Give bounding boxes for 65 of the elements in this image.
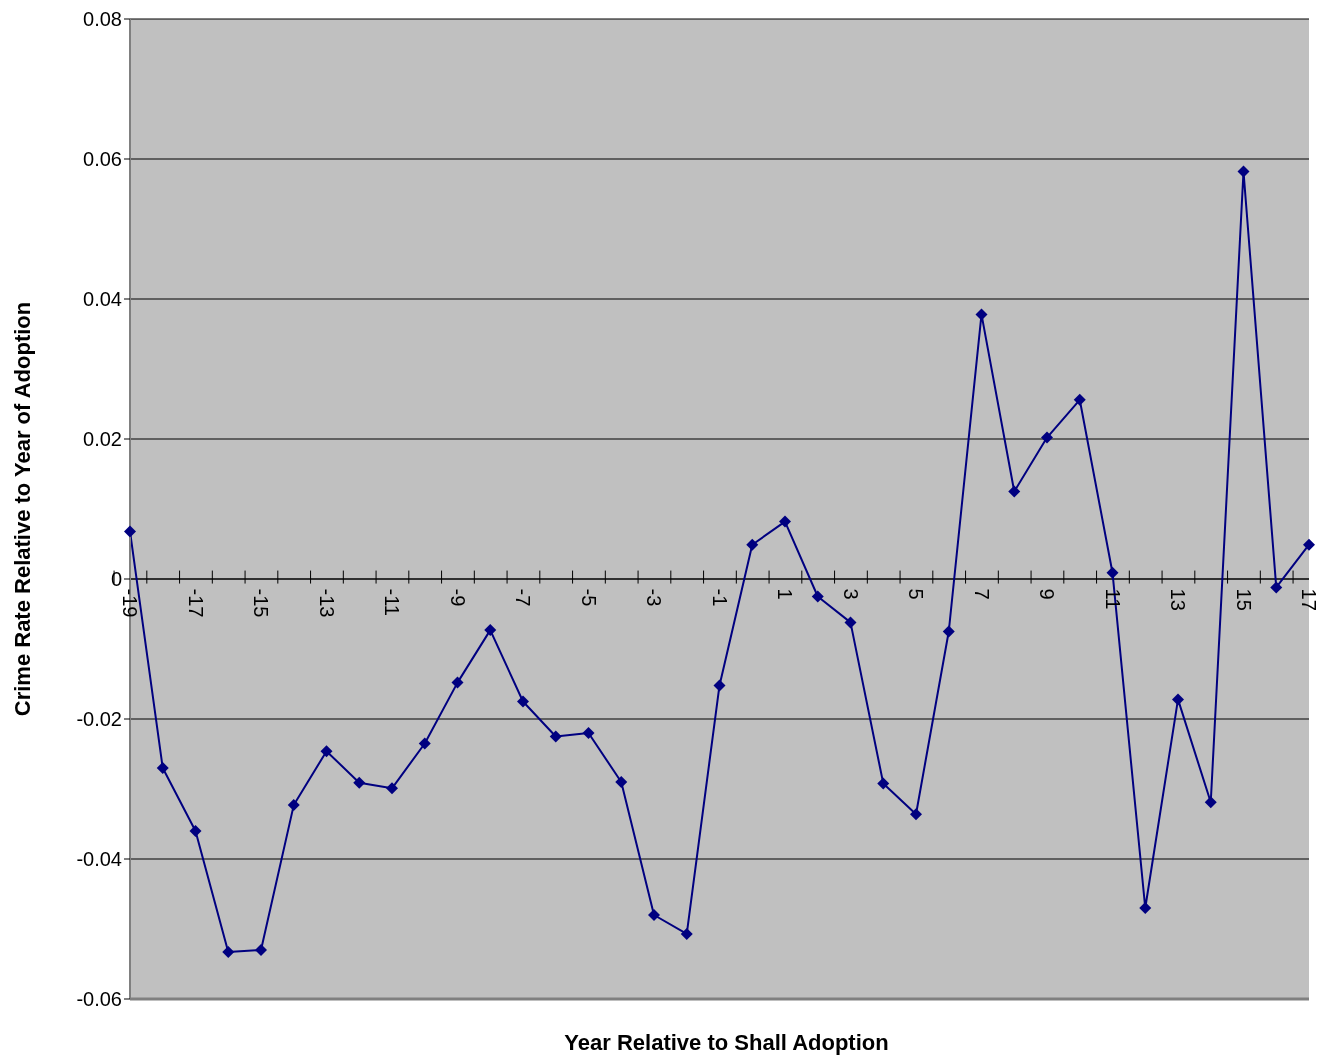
x-tick-label: 7 (970, 588, 993, 600)
x-tick-label: -1 (708, 588, 731, 607)
point (517, 695, 529, 708)
point (156, 762, 169, 774)
point (1172, 693, 1184, 706)
y-tick-label: 0.06 (83, 148, 122, 171)
point (189, 825, 202, 837)
x-tick-label: 9 (1036, 588, 1058, 600)
y-tick-label: 0.08 (83, 8, 122, 31)
point (418, 737, 431, 750)
point (1270, 581, 1283, 594)
x-tick-label: 11 (1101, 588, 1124, 610)
point (287, 799, 300, 812)
point (942, 625, 955, 638)
point (582, 727, 595, 739)
x-tick-label: -19 (119, 588, 141, 618)
point (1303, 538, 1315, 551)
point (386, 782, 398, 795)
point (255, 944, 267, 956)
point (1237, 165, 1250, 178)
point (1041, 431, 1053, 444)
x-tick-label: -13 (315, 588, 338, 618)
x-tick-label: 5 (905, 588, 927, 600)
point (320, 745, 333, 758)
point (746, 538, 759, 551)
point (1139, 902, 1152, 914)
point (648, 909, 660, 921)
y-tick-label: -0.02 (76, 708, 122, 731)
x-tick-label: 13 (1167, 588, 1189, 611)
point (910, 808, 922, 821)
point (1204, 796, 1217, 809)
x-tick-label: -15 (250, 588, 272, 618)
x-tick-label: -11 (381, 588, 403, 616)
point (713, 679, 726, 692)
y-tick-label: -0.06 (76, 988, 122, 1011)
point (680, 927, 693, 940)
y-tick-label: 0 (110, 568, 122, 591)
y-axis-title: Crime Rate Relative to Year of Adoption (9, 301, 35, 717)
x-axis-title: Year Relative to Shall Adoption (563, 1030, 890, 1056)
point (844, 616, 857, 629)
x-tick-label: 17 (1298, 588, 1320, 611)
point (615, 776, 628, 788)
x-tick-label: -5 (577, 588, 600, 607)
point (484, 624, 497, 637)
point (222, 946, 235, 959)
point (811, 590, 824, 603)
point (779, 515, 791, 528)
point (1073, 393, 1086, 406)
point (877, 777, 890, 790)
point (549, 730, 562, 743)
x-tick-label: -3 (643, 588, 665, 607)
point (451, 676, 464, 689)
x-tick-label: 15 (1232, 588, 1255, 611)
point (1008, 485, 1021, 498)
x-tick-label: -7 (512, 588, 534, 607)
x-tick-label: -17 (184, 588, 207, 618)
y-tick-label: 0.04 (83, 288, 122, 311)
x-tick-label: 1 (774, 588, 796, 600)
x-tick-label: 3 (839, 588, 862, 600)
point (353, 776, 366, 789)
point (124, 525, 136, 538)
y-tick-label: -0.04 (76, 848, 122, 871)
y-tick-label: 0.02 (83, 428, 122, 451)
x-tick-label: -9 (446, 588, 469, 607)
point (1106, 566, 1119, 579)
